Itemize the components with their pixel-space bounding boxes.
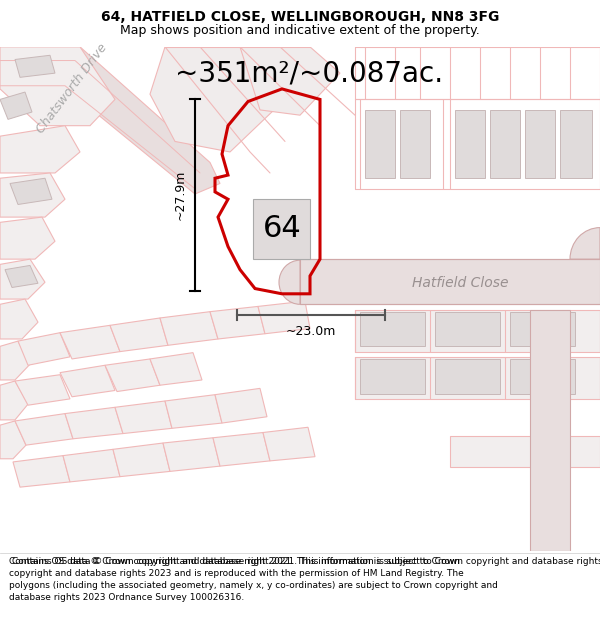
Polygon shape — [0, 341, 30, 380]
Polygon shape — [0, 47, 115, 126]
Wedge shape — [279, 260, 300, 304]
Polygon shape — [110, 318, 168, 352]
Polygon shape — [210, 306, 265, 339]
Polygon shape — [300, 259, 600, 304]
Polygon shape — [113, 443, 170, 477]
Polygon shape — [60, 365, 115, 397]
Polygon shape — [490, 110, 520, 178]
Polygon shape — [510, 312, 575, 346]
Text: Hatfield Close: Hatfield Close — [412, 276, 508, 290]
Polygon shape — [455, 110, 485, 178]
Polygon shape — [240, 47, 340, 115]
Polygon shape — [115, 401, 172, 434]
Polygon shape — [165, 394, 222, 428]
Text: ~23.0m: ~23.0m — [286, 326, 336, 338]
Polygon shape — [360, 359, 425, 394]
Text: ~27.9m: ~27.9m — [174, 170, 187, 220]
Polygon shape — [213, 432, 270, 466]
Polygon shape — [63, 449, 120, 482]
Polygon shape — [13, 456, 70, 487]
Polygon shape — [435, 359, 500, 394]
Polygon shape — [60, 326, 120, 359]
Polygon shape — [355, 357, 600, 399]
Polygon shape — [0, 299, 38, 339]
Polygon shape — [215, 388, 267, 423]
Wedge shape — [570, 228, 600, 259]
Polygon shape — [18, 332, 70, 365]
Polygon shape — [105, 359, 160, 391]
Polygon shape — [400, 110, 430, 178]
Polygon shape — [15, 55, 55, 78]
Polygon shape — [0, 173, 65, 217]
Polygon shape — [150, 47, 285, 152]
Polygon shape — [160, 312, 218, 345]
Polygon shape — [0, 47, 220, 194]
Polygon shape — [365, 110, 395, 178]
Polygon shape — [258, 301, 310, 334]
Text: Map shows position and indicative extent of the property.: Map shows position and indicative extent… — [120, 24, 480, 36]
Polygon shape — [0, 126, 80, 173]
Polygon shape — [0, 217, 55, 259]
Text: 64: 64 — [263, 214, 301, 243]
Polygon shape — [360, 312, 425, 346]
Polygon shape — [0, 92, 32, 119]
Polygon shape — [163, 438, 220, 471]
Polygon shape — [15, 375, 70, 405]
Polygon shape — [450, 436, 600, 468]
Polygon shape — [510, 359, 575, 394]
Polygon shape — [0, 421, 26, 459]
Polygon shape — [560, 110, 592, 178]
Text: ~351m²/~0.087ac.: ~351m²/~0.087ac. — [175, 59, 443, 87]
Text: Contains OS data © Crown copyright and database right 2021. This information is : Contains OS data © Crown copyright and d… — [9, 557, 498, 601]
Polygon shape — [525, 110, 555, 178]
Polygon shape — [0, 381, 28, 420]
Text: 64, HATFIELD CLOSE, WELLINGBOROUGH, NN8 3FG: 64, HATFIELD CLOSE, WELLINGBOROUGH, NN8 … — [101, 10, 499, 24]
Polygon shape — [5, 266, 38, 288]
Polygon shape — [150, 352, 202, 385]
Polygon shape — [435, 312, 500, 346]
Text: Chatsworth Drive: Chatsworth Drive — [34, 42, 110, 136]
Polygon shape — [530, 309, 570, 551]
Polygon shape — [355, 309, 600, 352]
Polygon shape — [253, 199, 310, 259]
Polygon shape — [0, 259, 45, 299]
Polygon shape — [263, 428, 315, 461]
Polygon shape — [65, 408, 123, 439]
Text: Contains OS data © Crown copyright and database right 2021. This information is : Contains OS data © Crown copyright and d… — [12, 557, 600, 566]
Polygon shape — [15, 414, 73, 445]
Polygon shape — [10, 178, 52, 204]
